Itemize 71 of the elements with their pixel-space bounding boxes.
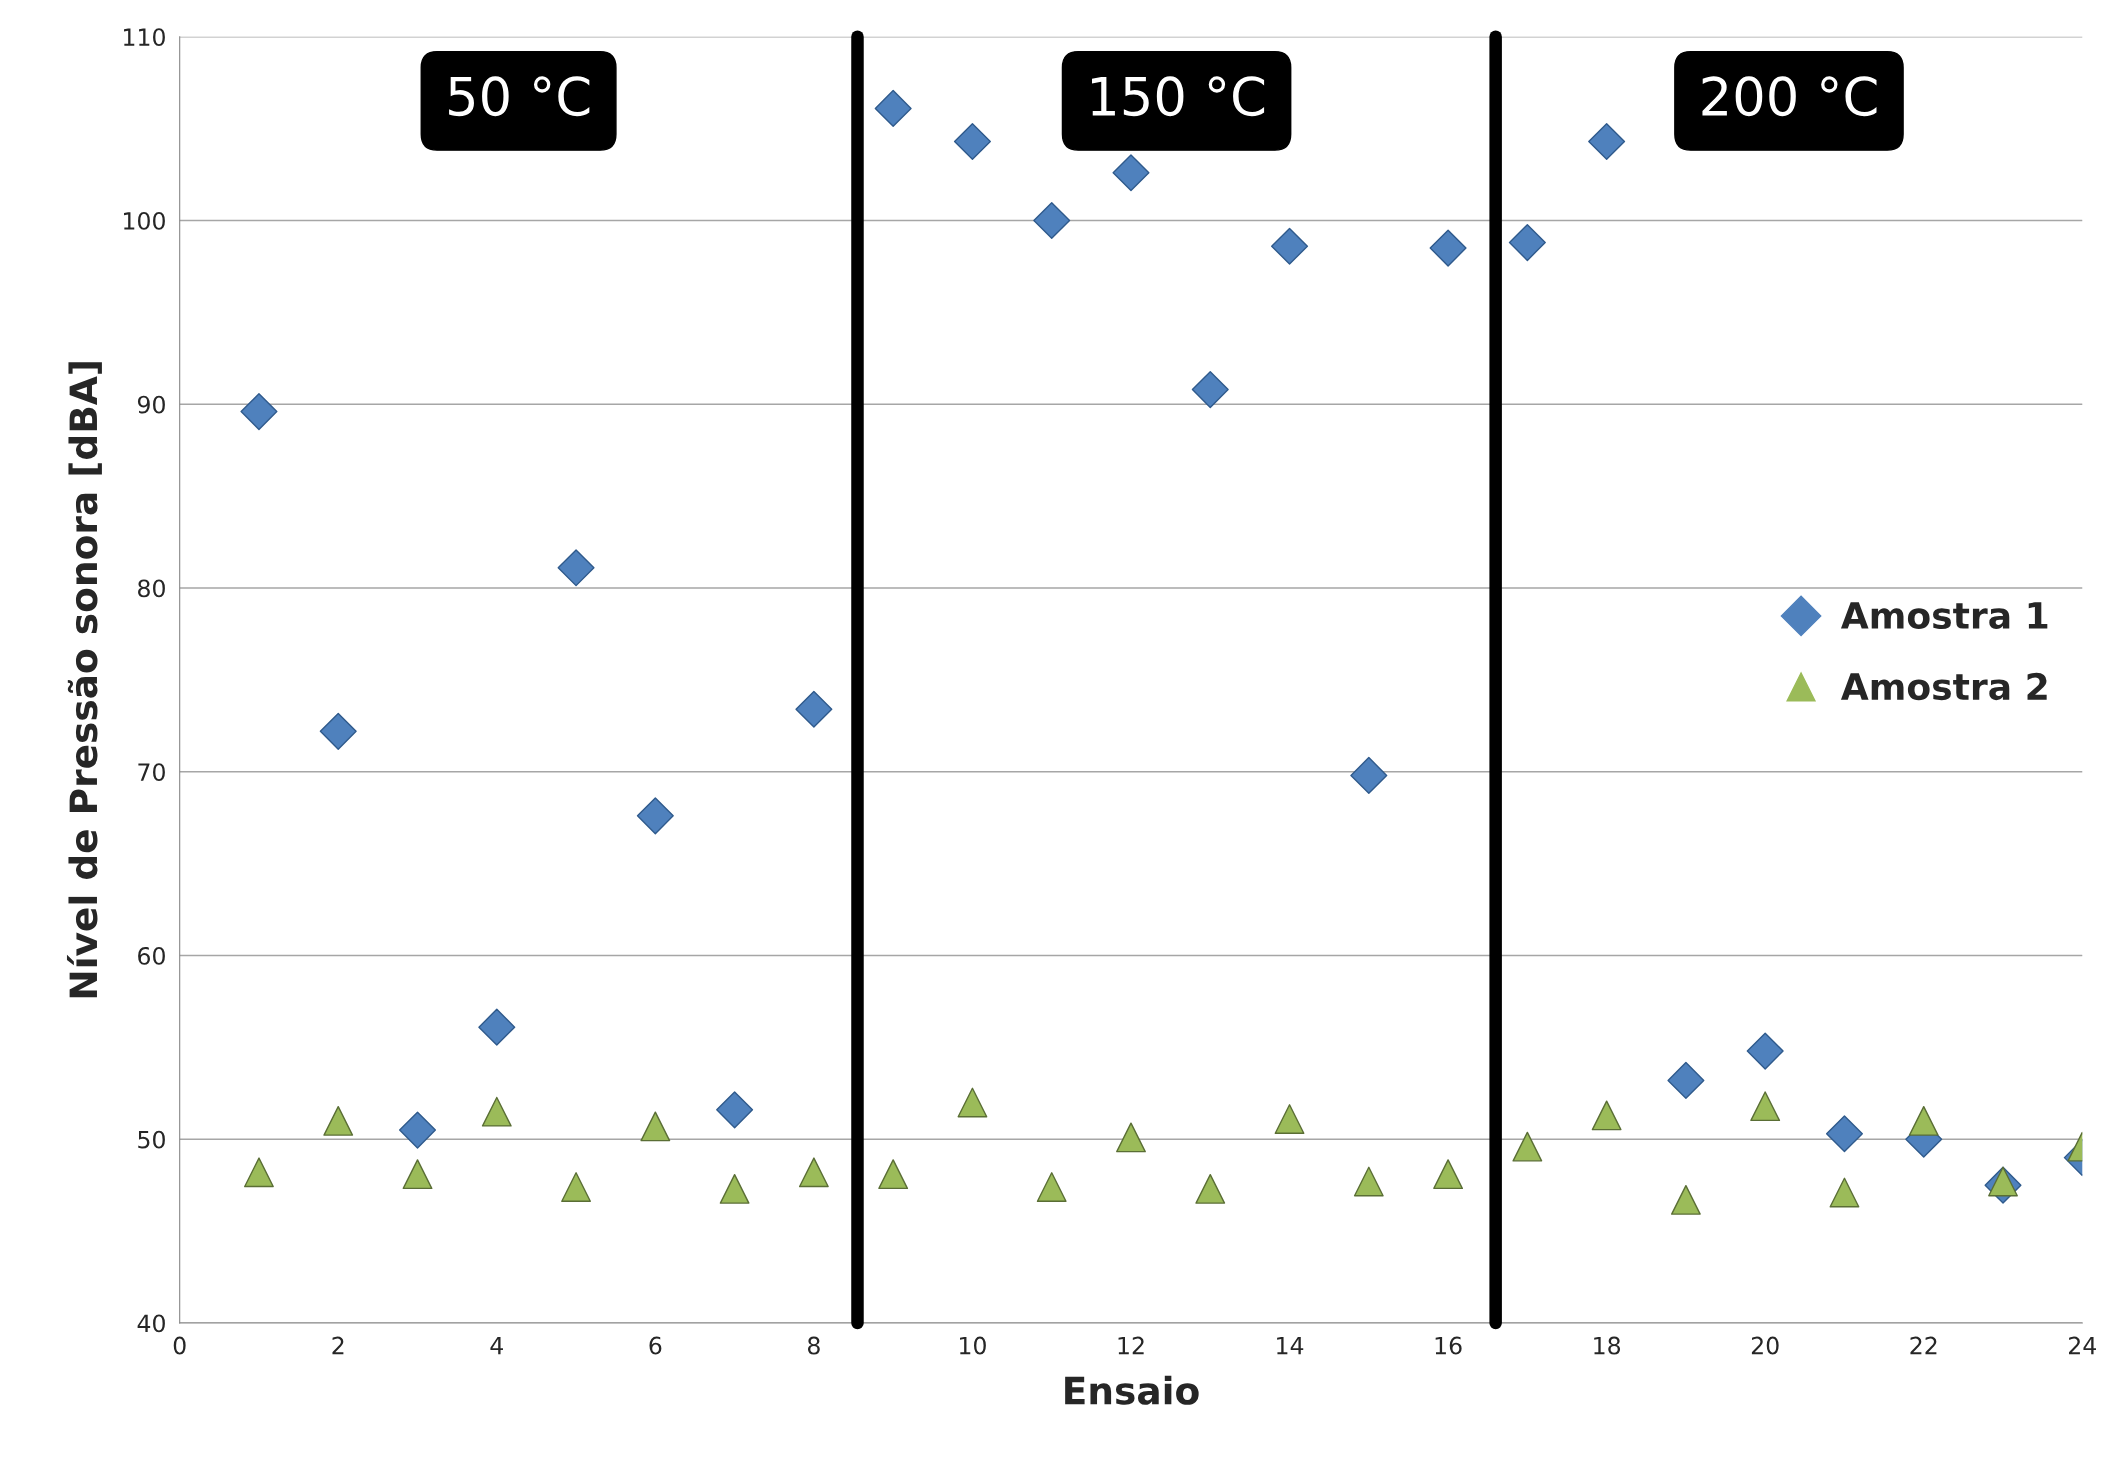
point [1667,1061,1705,1099]
point [402,1159,433,1190]
point [478,1008,516,1046]
point [481,1096,512,1127]
point [1825,1115,1863,1153]
x-tick-label: 14 [1277,1336,1304,1355]
point [1670,1184,1701,1215]
point [323,1105,354,1136]
point [1116,1122,1146,1153]
point [1746,1032,1784,1070]
x-tick-label: 0 [173,1336,186,1355]
x-tick-label: 2 [332,1336,344,1355]
point [1350,756,1388,794]
x-tick-label: 10 [960,1336,986,1355]
point [719,1173,750,1204]
annotation: 150 °C [1091,76,1265,117]
point [1750,1091,1781,1122]
point [1191,371,1229,409]
point [1829,1177,1860,1208]
x-tick-label: 8 [807,1336,820,1355]
point [561,1172,591,1202]
point [1274,1104,1305,1134]
point [1433,1159,1464,1190]
point [878,1159,909,1190]
y-tick-label: 40 [137,1314,165,1333]
y-tick-label: 110 [124,28,165,47]
point [1112,154,1150,192]
annotation: 200 °C [1702,76,1877,117]
point [636,797,674,835]
point [1591,1100,1622,1131]
point [319,712,357,750]
x-tick-label: 6 [649,1336,662,1355]
point [640,1111,671,1142]
point [1508,224,1546,262]
annotation: 50 °C [449,76,590,117]
point [1588,122,1626,161]
point [874,89,912,127]
point [1908,1105,1939,1136]
point [1271,227,1309,265]
point [240,393,278,431]
point [1195,1173,1226,1204]
point [398,1111,437,1149]
point [716,1091,754,1129]
point [1512,1131,1543,1162]
point [557,549,595,587]
y-tick-label: 50 [138,1130,165,1149]
x-tick-label: 18 [1594,1336,1621,1355]
y-axis-title: Nível de Pressão sonora [dBA] [66,362,102,998]
point [798,1157,829,1188]
point [957,1087,988,1118]
legend-label: Amostra 2 [1840,672,2047,701]
point [953,122,991,161]
x-tick-label: 12 [1118,1336,1144,1355]
point [795,690,833,728]
point [244,1157,274,1188]
point [1353,1166,1384,1197]
y-tick-label: 100 [124,211,165,230]
point [1033,201,1071,240]
point [1429,229,1467,267]
point [1036,1172,1067,1202]
legend-label: Amostra 1 [1840,602,2048,630]
x-tick-label: 20 [1751,1336,1779,1355]
x-tick-label: 24 [2069,1336,2096,1355]
y-tick-label: 60 [138,946,165,965]
x-tick-label: 4 [490,1336,503,1355]
x-tick-label: 22 [1910,1336,1937,1355]
y-tick-label: 90 [137,395,165,414]
y-tick-label: 80 [138,579,165,598]
x-tick-label: 16 [1435,1336,1462,1355]
x-axis-title: Ensaio [1065,1375,1199,1405]
y-tick-label: 70 [138,763,165,782]
